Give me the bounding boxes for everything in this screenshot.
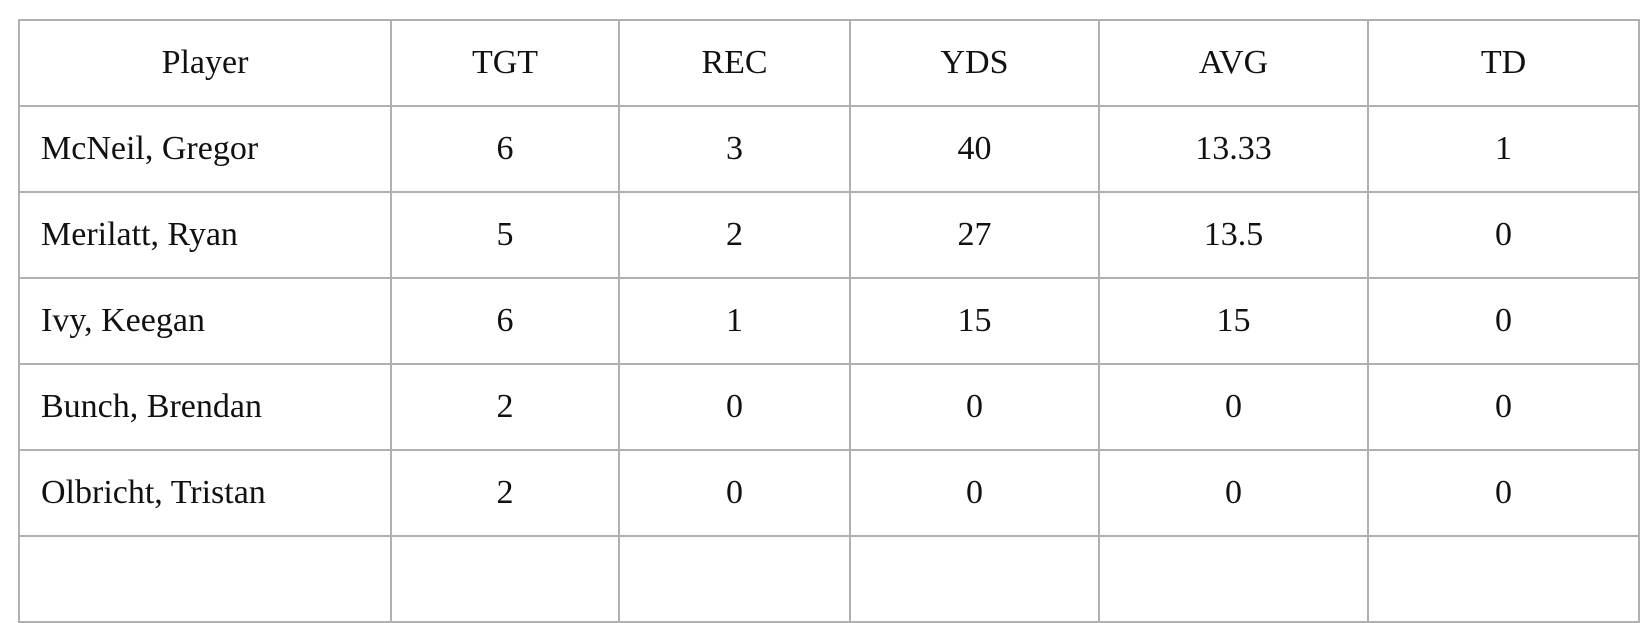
stat-cell: 0 [1367,363,1640,451]
table-header: Player TGT REC YDS AVG TD [18,19,1640,107]
stat-cell: 0 [618,449,851,537]
cell [1367,535,1640,623]
stat-cell: 15 [849,277,1100,365]
player-name: Olbricht, Tristan [18,449,392,537]
stat-cell: 0 [1098,363,1369,451]
stat-cell: 13.33 [1098,105,1369,193]
player-name: Merilatt, Ryan [18,191,392,279]
cell [849,535,1100,623]
stat-cell: 3 [618,105,851,193]
stats-table: Player TGT REC YDS AVG TD McNeil, Gregor 6 3 40 1… [18,19,1640,623]
stat-cell: 0 [618,363,851,451]
table-row: McNeil, Gregor 6 3 40 13.33 1 [18,105,1640,193]
page: Player TGT REC YDS AVG TD McNeil, Gregor 6 3 40 1… [18,19,1640,623]
column-header: AVG [1098,19,1369,107]
player-name: Bunch, Brendan [18,363,392,451]
stat-cell: 40 [849,105,1100,193]
table-row: Bunch, Brendan 2 0 0 0 0 [18,363,1640,451]
column-header: Player [18,19,392,107]
stat-cell: 1 [1367,105,1640,193]
column-header: REC [618,19,851,107]
stat-cell: 0 [1367,277,1640,365]
stat-cell: 2 [390,449,620,537]
cell [1098,535,1369,623]
table-row: Ivy, Keegan 6 1 15 15 0 [18,277,1640,365]
stat-cell: 15 [1098,277,1369,365]
stat-cell: 0 [849,449,1100,537]
stat-cell: 2 [618,191,851,279]
cell [18,535,392,623]
player-name: Ivy, Keegan [18,277,392,365]
table-row: Merilatt, Ryan 5 2 27 13.5 0 [18,191,1640,279]
table-tail [18,535,1640,623]
column-header: TGT [390,19,620,107]
cell [390,535,620,623]
stat-cell: 0 [1367,191,1640,279]
stat-cell: 6 [390,277,620,365]
header-row: Player TGT REC YDS AVG TD [18,19,1640,107]
column-header: TD [1367,19,1640,107]
stat-cell: 0 [1367,449,1640,537]
stat-cell: 0 [1098,449,1369,537]
column-header: YDS [849,19,1100,107]
table-row: Olbricht, Tristan 2 0 0 0 0 [18,449,1640,537]
stat-cell: 2 [390,363,620,451]
stat-cell: 1 [618,277,851,365]
stat-cell: 0 [849,363,1100,451]
stat-cell: 27 [849,191,1100,279]
player-name: McNeil, Gregor [18,105,392,193]
stat-cell: 13.5 [1098,191,1369,279]
stat-cell: 6 [390,105,620,193]
stat-cell: 5 [390,191,620,279]
cell [618,535,851,623]
table-body: McNeil, Gregor 6 3 40 13.33 1 Merilatt, Ryan 5 2… [18,105,1640,537]
cut-off-row [18,535,1640,623]
